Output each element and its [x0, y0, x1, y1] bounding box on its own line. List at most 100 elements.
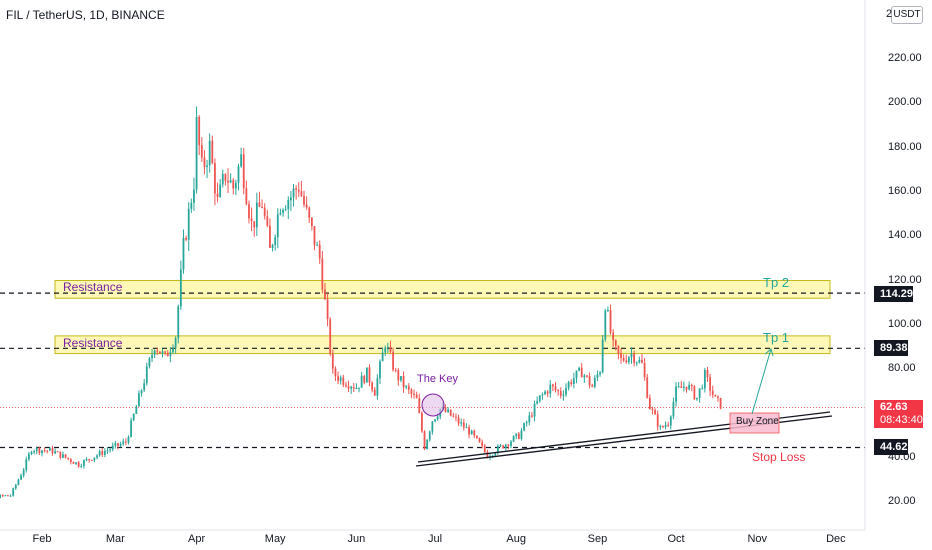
candle-body	[177, 306, 180, 339]
candle-body	[688, 384, 691, 390]
candle-body	[187, 208, 190, 240]
candle-body	[138, 393, 140, 407]
candle-body	[25, 459, 28, 471]
candle-body	[400, 376, 402, 381]
candle-body	[525, 422, 528, 424]
candle-body	[114, 443, 117, 446]
candle-body	[486, 451, 489, 459]
candle-body	[617, 345, 620, 354]
candle-body	[502, 445, 505, 449]
candle-body	[434, 419, 436, 422]
candle-body	[109, 449, 112, 451]
candle-body	[179, 269, 182, 307]
candle-body	[415, 394, 418, 399]
candle-body	[64, 454, 67, 458]
candle-body	[683, 386, 685, 388]
candle-body	[677, 386, 680, 388]
candle-body	[208, 140, 211, 166]
candle-body	[583, 375, 586, 378]
candle-body	[300, 191, 303, 196]
candle-body	[130, 420, 132, 437]
candle-body	[646, 377, 649, 398]
candle-body	[43, 450, 46, 452]
candle-body	[549, 384, 552, 394]
candle-body	[9, 495, 12, 497]
x-tick-label: Jun	[347, 533, 366, 545]
candle-body	[365, 367, 368, 383]
resistance-upper-label[interactable]: Resistance	[63, 280, 123, 294]
candle-body	[190, 202, 193, 209]
y-tick-label: 200.00	[888, 96, 922, 109]
x-tick-label: Jul	[427, 533, 443, 545]
candle-body	[4, 495, 7, 497]
candle-body	[562, 394, 565, 396]
candle-body	[607, 310, 609, 312]
candle-body	[690, 384, 693, 387]
x-tick-label: Feb	[32, 533, 52, 545]
candle-body	[572, 378, 575, 384]
candle-body	[520, 430, 523, 439]
candle-body	[711, 390, 714, 395]
candle-body	[276, 214, 279, 238]
candle-body	[185, 237, 187, 240]
candle-body	[20, 475, 22, 480]
candle-body	[379, 361, 381, 379]
candle-body	[452, 415, 455, 417]
candle-body	[373, 389, 376, 396]
candle-body	[612, 332, 615, 341]
candle-body	[67, 457, 70, 460]
candle-body	[287, 200, 290, 210]
candle-body	[326, 299, 329, 320]
candle-body	[413, 393, 415, 395]
stop-loss-label[interactable]: Stop Loss	[752, 450, 806, 464]
candle-body	[211, 140, 214, 164]
y-tick-label: 160.00	[888, 184, 922, 197]
candle-body	[648, 397, 651, 410]
candle-body	[496, 446, 499, 454]
candle-body	[703, 370, 706, 389]
candle-body	[392, 351, 394, 370]
tp2-label[interactable]: Tp 2	[763, 275, 790, 290]
candle-body	[389, 346, 392, 352]
y-tick-label: 100.00	[888, 317, 922, 330]
candle-body	[371, 382, 374, 390]
y-tick-label: 180.00	[888, 140, 922, 153]
candle-body	[462, 422, 465, 428]
x-tick-label: Sep	[587, 533, 608, 545]
candle-body	[98, 451, 101, 456]
price-label-114: 114.29	[874, 286, 914, 302]
the-key-circle	[421, 393, 445, 417]
y-tick-label: 20.00	[888, 495, 916, 507]
y-tick-label: 220.00	[888, 52, 922, 64]
candle-body	[295, 188, 298, 190]
candle-body	[54, 451, 56, 454]
candle-body	[169, 352, 172, 357]
candle-body	[397, 369, 400, 381]
candle-body	[124, 441, 127, 443]
candle-body	[159, 351, 161, 354]
candle-body	[77, 462, 80, 467]
candle-body	[528, 415, 531, 423]
candle-body	[153, 350, 156, 355]
candle-body	[659, 426, 662, 428]
candle-body	[557, 390, 560, 392]
candle-body	[596, 374, 599, 378]
the-key-label[interactable]: The Key	[417, 373, 458, 385]
candle-body	[667, 425, 670, 427]
candle-body	[381, 352, 384, 362]
candle-body	[559, 391, 562, 396]
tp1-label[interactable]: Tp 1	[763, 330, 790, 345]
candle-body	[93, 457, 96, 461]
resistance-lower-label[interactable]: Resistance	[63, 336, 123, 350]
candle-body	[368, 367, 371, 383]
buy-zone-label[interactable]: Buy Zone	[736, 416, 779, 427]
buy-zone-box	[729, 412, 780, 434]
candle-body	[85, 459, 88, 461]
candle-body	[51, 448, 54, 454]
candle-body	[633, 353, 636, 363]
candle-body	[625, 360, 628, 363]
price-label-44: 44.62	[874, 439, 908, 455]
candle-body	[601, 339, 604, 373]
currency-badge[interactable]: USDT	[891, 6, 923, 24]
